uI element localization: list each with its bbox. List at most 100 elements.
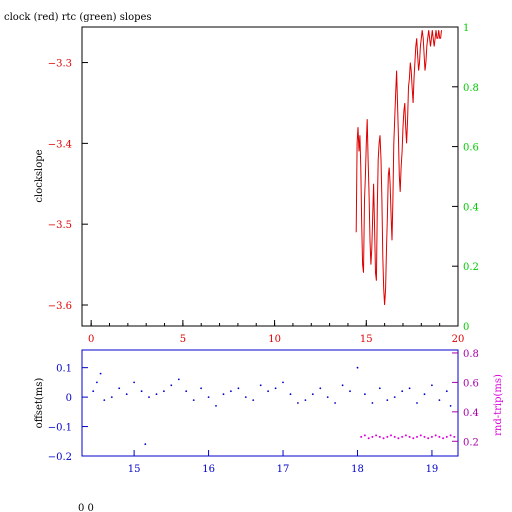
- offset-point: [110, 396, 113, 398]
- bottom-x-tick-label: 18: [351, 464, 364, 475]
- bottom-y2-tick-label: 0.4: [463, 408, 479, 419]
- offset-point: [163, 390, 165, 393]
- top-x-tick-label: 15: [360, 334, 373, 345]
- offset-point: [125, 393, 128, 396]
- bottom-x-tick-label: 19: [426, 464, 439, 475]
- offset-point: [341, 384, 344, 387]
- top-x-tick-label: 0: [88, 334, 94, 345]
- bottom-y2-tick-label: 0.8: [463, 349, 479, 360]
- offset-point: [267, 390, 269, 393]
- roundtrip-point: [434, 434, 437, 437]
- bottom-y-tick-label: −0.2: [48, 452, 72, 463]
- top-x-tick-label: 10: [268, 334, 281, 345]
- offset-point: [356, 366, 359, 369]
- roundtrip-point: [401, 435, 404, 438]
- offset-point: [96, 381, 98, 384]
- top-y-ticks: −3.3 −3.4 −3.5 −3.6: [48, 59, 88, 312]
- offset-point: [118, 387, 121, 390]
- offset-point: [423, 393, 426, 396]
- offset-point: [311, 393, 314, 396]
- offset-point: [133, 381, 136, 384]
- offset-point: [140, 390, 143, 393]
- bottom-x-tick-label: 15: [128, 464, 141, 475]
- offset-point: [319, 387, 322, 390]
- top-x-ticks: 0 5 10 15 20: [88, 320, 464, 345]
- offset-point: [192, 399, 195, 401]
- bottom-x-tick-label: 17: [277, 464, 290, 475]
- roundtrip-point: [363, 434, 366, 437]
- offset-point: [438, 399, 441, 401]
- roundtrip-point: [393, 435, 396, 438]
- roundtrip-point: [397, 437, 400, 440]
- roundtrip-point: [416, 435, 418, 438]
- offset-point: [401, 390, 404, 393]
- offset-point: [252, 399, 255, 401]
- roundtrip-point: [419, 434, 422, 437]
- offset-point: [244, 396, 247, 398]
- offset-point: [371, 402, 374, 404]
- offset-point: [215, 405, 217, 407]
- bottom-y2-tick-label: 0.2: [463, 437, 479, 448]
- offset-point: [222, 393, 225, 396]
- roundtrip-point: [375, 434, 378, 437]
- roundtrip-point: [367, 437, 370, 440]
- offset-point: [207, 396, 210, 398]
- offset-point: [393, 396, 396, 398]
- roundtrip-point: [430, 435, 433, 438]
- roundtrip-point: [371, 435, 374, 438]
- top-x-tick-label: 20: [452, 334, 465, 345]
- top-chart-ylabel: clockslope: [34, 149, 45, 202]
- offset-point: [170, 384, 173, 387]
- offset-point: [408, 387, 411, 390]
- roundtrip-point: [427, 437, 430, 440]
- bottom-y-ticks: 0.1 0 −0.1 −0.2: [48, 364, 88, 463]
- top-y-tick-label: −3.3: [48, 59, 72, 70]
- bottom-y-tick-label: 0.1: [56, 364, 72, 375]
- roundtrip-point: [360, 435, 363, 438]
- offset-point: [148, 396, 150, 398]
- bottom-x-ticks: 15 16 17 18 19: [128, 450, 439, 475]
- offset-point: [144, 443, 147, 446]
- bottom-chart-y2label: rnd-trip(ms): [493, 374, 504, 436]
- offset-point: [416, 402, 418, 404]
- offset-point: [449, 405, 452, 407]
- offset-point: [334, 402, 336, 404]
- roundtrip-point: [408, 435, 411, 438]
- offset-point: [274, 387, 277, 390]
- roundtrip-point: [412, 437, 415, 440]
- clock-slope-line: [355, 30, 442, 306]
- bottom-y-tick-label: −0.1: [48, 423, 72, 434]
- roundtrip-point: [442, 437, 445, 440]
- offset-point: [326, 396, 329, 398]
- top-y2-tick-label: 0.6: [463, 143, 479, 154]
- offset-point: [282, 381, 284, 384]
- offset-point: [185, 390, 188, 393]
- roundtrip-point: [390, 434, 392, 437]
- bottom-x-tick-label: 16: [202, 464, 215, 475]
- offset-point: [92, 390, 95, 393]
- bottom-y2-ticks: 0.2 0.4 0.6 0.8: [452, 349, 479, 448]
- offset-point: [200, 387, 203, 390]
- offset-point: [155, 393, 158, 396]
- roundtrip-point: [449, 434, 452, 437]
- roundtrip-point: [445, 435, 448, 438]
- roundtrip-point: [438, 435, 441, 438]
- offset-point: [304, 399, 307, 401]
- roundtrip-point: [386, 435, 389, 438]
- offset-point: [297, 402, 299, 404]
- top-series-group: [355, 30, 442, 306]
- offset-point: [349, 390, 351, 393]
- top-y-tick-label: −3.5: [48, 220, 72, 231]
- offset-point: [177, 378, 180, 381]
- offset-point: [237, 387, 240, 390]
- roundtrip-point: [378, 435, 381, 438]
- bottom-chart-ylabel: offset(ms): [34, 378, 45, 429]
- roundtrip-point: [404, 434, 407, 437]
- top-y2-ticks: 0 0.2 0.4 0.6 0.8 1: [452, 23, 479, 333]
- top-y2-tick-label: 1: [463, 23, 469, 34]
- top-y2-tick-label: 0: [463, 322, 469, 333]
- offset-point: [378, 387, 381, 390]
- offset-point: [103, 399, 106, 401]
- footer-text: 0 0: [78, 503, 94, 512]
